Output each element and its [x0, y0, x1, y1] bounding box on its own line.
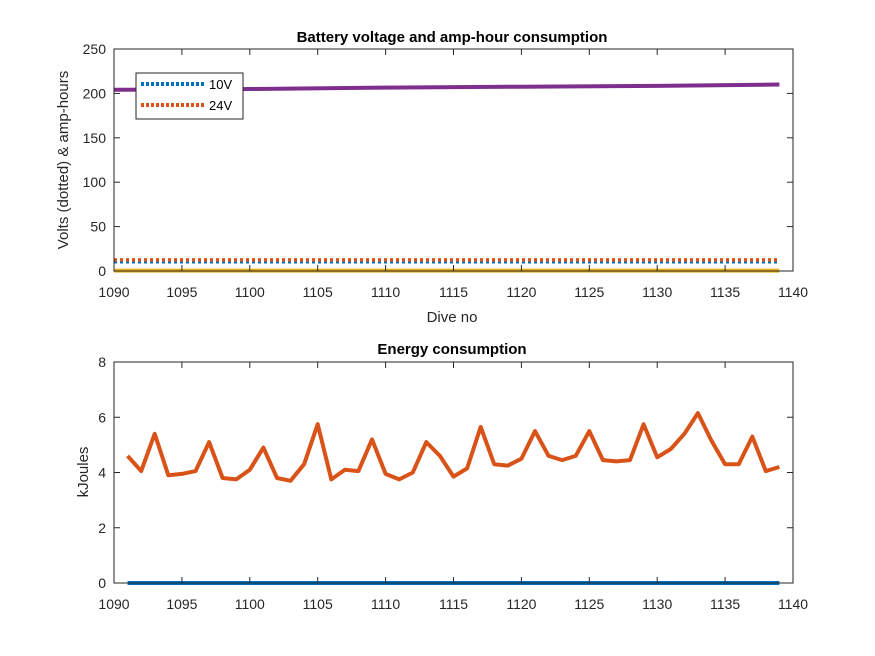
- battery-chart: Battery voltage and amp-hour consumption…: [55, 29, 808, 326]
- legend-box: [135, 72, 244, 120]
- energy-y-axis-label: kJoules: [75, 447, 92, 498]
- energy-x-tick-label: 1105: [303, 596, 333, 612]
- energy-x-tick-label: 1125: [574, 596, 604, 612]
- energy-chart-title: Energy consumption: [377, 341, 526, 358]
- battery-y-tick-label: 50: [90, 219, 106, 235]
- battery-y-tick-label: 0: [98, 263, 106, 279]
- energy-y-tick-label: 2: [98, 520, 106, 536]
- battery-x-tick-label: 1135: [710, 284, 740, 300]
- energy-y-tick-label: 4: [98, 465, 106, 481]
- battery-x-tick-label: 1110: [371, 284, 400, 300]
- battery-x-tick-label: 1125: [574, 284, 604, 300]
- energy-x-tick-label: 1130: [642, 596, 672, 612]
- energy-series-line-1: [126, 411, 780, 483]
- legend: 10V 24V: [135, 72, 244, 120]
- battery-x-tick-label: 1120: [506, 284, 536, 300]
- battery-y-tick-label: 200: [83, 85, 107, 101]
- energy-x-tick-label: 1120: [506, 596, 536, 612]
- battery-x-axis-label: Dive no: [427, 309, 478, 326]
- battery-y-tick-label: 150: [83, 130, 107, 146]
- battery-x-tick-label: 1140: [778, 284, 808, 300]
- battery-x-tick-label: 1105: [303, 284, 333, 300]
- battery-y-axis-label: Volts (dotted) & amp-hours: [55, 71, 72, 249]
- energy-y-tick-label: 0: [98, 575, 106, 591]
- energy-plot-area: [126, 411, 780, 585]
- battery-x-tick-label: 1090: [98, 284, 129, 300]
- energy-x-tick-label: 1110: [371, 596, 400, 612]
- battery-chart-title: Battery voltage and amp-hour consumption: [297, 29, 608, 46]
- energy-chart: Energy consumption 1090 1095 1100 1105 1110 1…: [75, 341, 808, 612]
- battery-x-tick-label: 1130: [642, 284, 672, 300]
- energy-y-tick-label: 8: [98, 354, 106, 370]
- battery-y-tick-label: 100: [83, 174, 107, 190]
- energy-x-tick-label: 1135: [710, 596, 740, 612]
- energy-ticks: 1090 1095 1100 1105 1110 1115 1120 1125 1130 1135…: [98, 354, 808, 612]
- energy-x-tick-label: 1095: [166, 596, 197, 612]
- battery-x-tick-label: 1095: [166, 284, 197, 300]
- battery-x-tick-label: 1100: [235, 284, 265, 300]
- energy-x-tick-label: 1140: [778, 596, 808, 612]
- energy-x-tick-label: 1090: [98, 596, 129, 612]
- battery-x-tick-label: 1115: [439, 284, 468, 300]
- energy-axes-box: [113, 361, 794, 584]
- battery-ticks: 1090 1095 1100 1105 1110 1115 1120 1125 1130 1135…: [83, 41, 809, 300]
- battery-y-tick-label: 250: [83, 41, 107, 57]
- legend-label-24v: 24V: [209, 98, 232, 113]
- energy-x-tick-label: 1115: [439, 596, 468, 612]
- energy-y-tick-label: 6: [98, 409, 106, 425]
- energy-x-tick-label: 1100: [235, 596, 265, 612]
- legend-label-10v: 10V: [209, 77, 232, 92]
